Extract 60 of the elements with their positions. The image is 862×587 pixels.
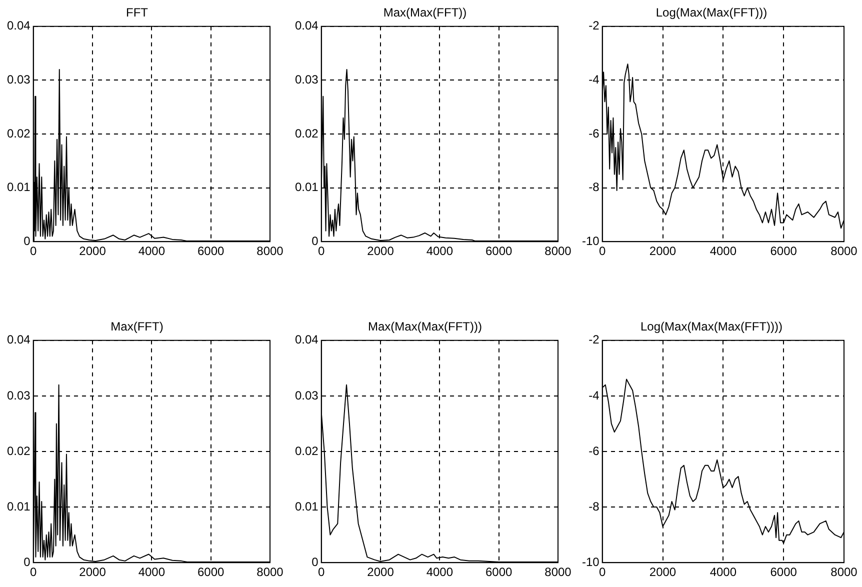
x-tick-label: 2000 bbox=[649, 244, 676, 258]
chart-title: Log(Max(Max(Max(FFT)))) bbox=[640, 320, 782, 334]
x-tick-label: 4000 bbox=[710, 565, 737, 580]
y-tick-label: 0 bbox=[24, 554, 31, 569]
x-tick-label: 4000 bbox=[710, 244, 737, 258]
x-tick-label: 4000 bbox=[138, 565, 166, 580]
y-tick-label: 0.02 bbox=[294, 126, 319, 140]
y-tick-label: -2 bbox=[588, 18, 600, 33]
y-tick-label: 0 bbox=[312, 234, 319, 248]
y-tick-label: 0.04 bbox=[294, 332, 319, 347]
y-tick-label: 0 bbox=[24, 234, 31, 248]
x-tick-label: 4000 bbox=[426, 565, 454, 580]
chart-title: Max(FFT) bbox=[110, 320, 164, 334]
y-tick-label: 0.01 bbox=[294, 499, 319, 514]
x-tick-label: 8000 bbox=[544, 565, 572, 580]
x-tick-label: 2000 bbox=[367, 244, 394, 258]
y-tick-label: 0.01 bbox=[294, 180, 319, 194]
x-tick-label: 6000 bbox=[197, 565, 225, 580]
x-tick-label: 6000 bbox=[197, 244, 225, 258]
y-tick-label: 0.01 bbox=[6, 180, 31, 194]
chart-title: Log(Max(Max(FFT))) bbox=[656, 6, 768, 20]
y-tick-label: 0.02 bbox=[6, 444, 31, 458]
x-tick-label: 2000 bbox=[79, 565, 106, 580]
y-tick-label: -8 bbox=[588, 180, 600, 194]
y-tick-label: -6 bbox=[588, 444, 600, 458]
y-tick-label: 0.04 bbox=[294, 18, 319, 33]
x-tick-label: 8000 bbox=[544, 244, 572, 258]
x-tick-label: 8000 bbox=[830, 244, 858, 258]
y-tick-label: 0.03 bbox=[294, 72, 319, 87]
x-tick-label: 6000 bbox=[770, 565, 798, 580]
y-tick-label: 0.04 bbox=[6, 18, 31, 33]
y-tick-label: 0.03 bbox=[6, 72, 31, 87]
chart-title: FFT bbox=[126, 6, 149, 20]
y-tick-label: 0.01 bbox=[6, 499, 31, 514]
x-tick-label: 6000 bbox=[485, 244, 513, 258]
chart-title: Max(Max(FFT)) bbox=[383, 6, 467, 20]
y-tick-label: -8 bbox=[588, 499, 600, 514]
y-tick-label: 0.03 bbox=[6, 388, 31, 402]
y-tick-label: 0 bbox=[312, 554, 319, 569]
x-tick-label: 4000 bbox=[138, 244, 166, 258]
y-tick-label: 0.02 bbox=[294, 444, 319, 458]
y-tick-label: -4 bbox=[588, 388, 600, 402]
x-tick-label: 8000 bbox=[830, 565, 858, 580]
y-tick-label: -6 bbox=[588, 126, 600, 140]
y-tick-label: 0.02 bbox=[6, 126, 31, 140]
x-tick-label: 6000 bbox=[485, 565, 513, 580]
y-tick-label: -4 bbox=[588, 72, 600, 87]
x-tick-label: 8000 bbox=[256, 565, 284, 580]
y-tick-label: 0.03 bbox=[294, 388, 319, 402]
chart-title: Max(Max(Max(FFT))) bbox=[368, 320, 482, 334]
x-tick-label: 8000 bbox=[256, 244, 284, 258]
x-tick-label: 6000 bbox=[770, 244, 798, 258]
x-tick-label: 2000 bbox=[649, 565, 676, 580]
x-tick-label: 4000 bbox=[426, 244, 454, 258]
y-tick-label: 0.04 bbox=[6, 332, 31, 347]
x-tick-label: 2000 bbox=[79, 244, 106, 258]
x-tick-label: 2000 bbox=[367, 565, 394, 580]
y-tick-label: -10 bbox=[582, 234, 600, 248]
y-tick-label: -10 bbox=[582, 554, 600, 569]
y-tick-label: -2 bbox=[588, 332, 600, 347]
